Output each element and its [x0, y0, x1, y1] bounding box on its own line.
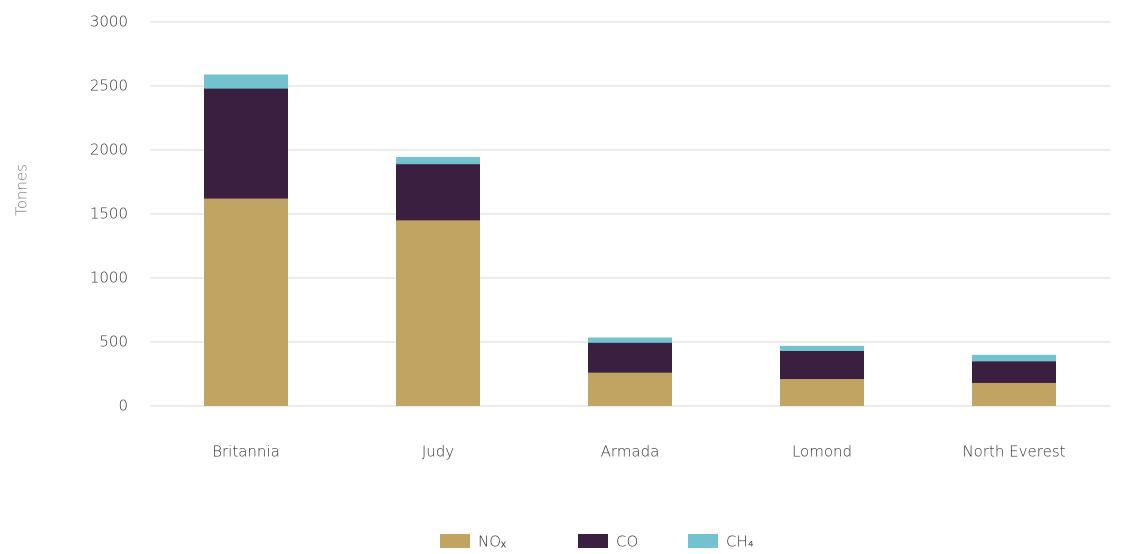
x-tick-label: Lomond — [792, 443, 852, 461]
y-tick-label: 1500 — [90, 205, 128, 223]
y-tick-label: 1000 — [90, 269, 128, 287]
y-axis-label: Tonnes — [13, 164, 31, 216]
bar-segment — [396, 220, 480, 406]
legend-swatch — [688, 534, 718, 548]
x-tick-label: North Everest — [962, 443, 1065, 461]
y-tick-label: 500 — [99, 333, 128, 351]
bar-segment — [588, 372, 672, 406]
bar-segment — [204, 198, 288, 406]
y-tick-label: 2000 — [90, 141, 128, 159]
x-tick-label: Britannia — [212, 443, 280, 461]
bar-segment — [972, 382, 1056, 406]
bar-segment — [780, 350, 864, 380]
bar-segment — [588, 337, 672, 343]
bar-segment — [972, 354, 1056, 362]
legend-label: CH₄ — [726, 533, 754, 551]
legend-label: CO — [616, 533, 638, 551]
bar-segment — [204, 74, 288, 89]
bar-segment — [780, 379, 864, 406]
x-tick-label: Armada — [601, 443, 660, 461]
y-tick-label: 0 — [118, 397, 128, 415]
bar-segment — [588, 342, 672, 373]
bar-segment — [972, 361, 1056, 383]
legend-swatch — [578, 534, 608, 548]
bar-segment — [780, 345, 864, 351]
legend-swatch — [440, 534, 470, 548]
bar-segment — [396, 164, 480, 221]
legend-label: NOₓ — [478, 533, 506, 551]
y-tick-label: 3000 — [90, 13, 128, 31]
x-tick-label: Judy — [422, 443, 454, 461]
bar-segment — [204, 88, 288, 199]
y-tick-label: 2500 — [90, 77, 128, 95]
bar-segment — [396, 157, 480, 165]
